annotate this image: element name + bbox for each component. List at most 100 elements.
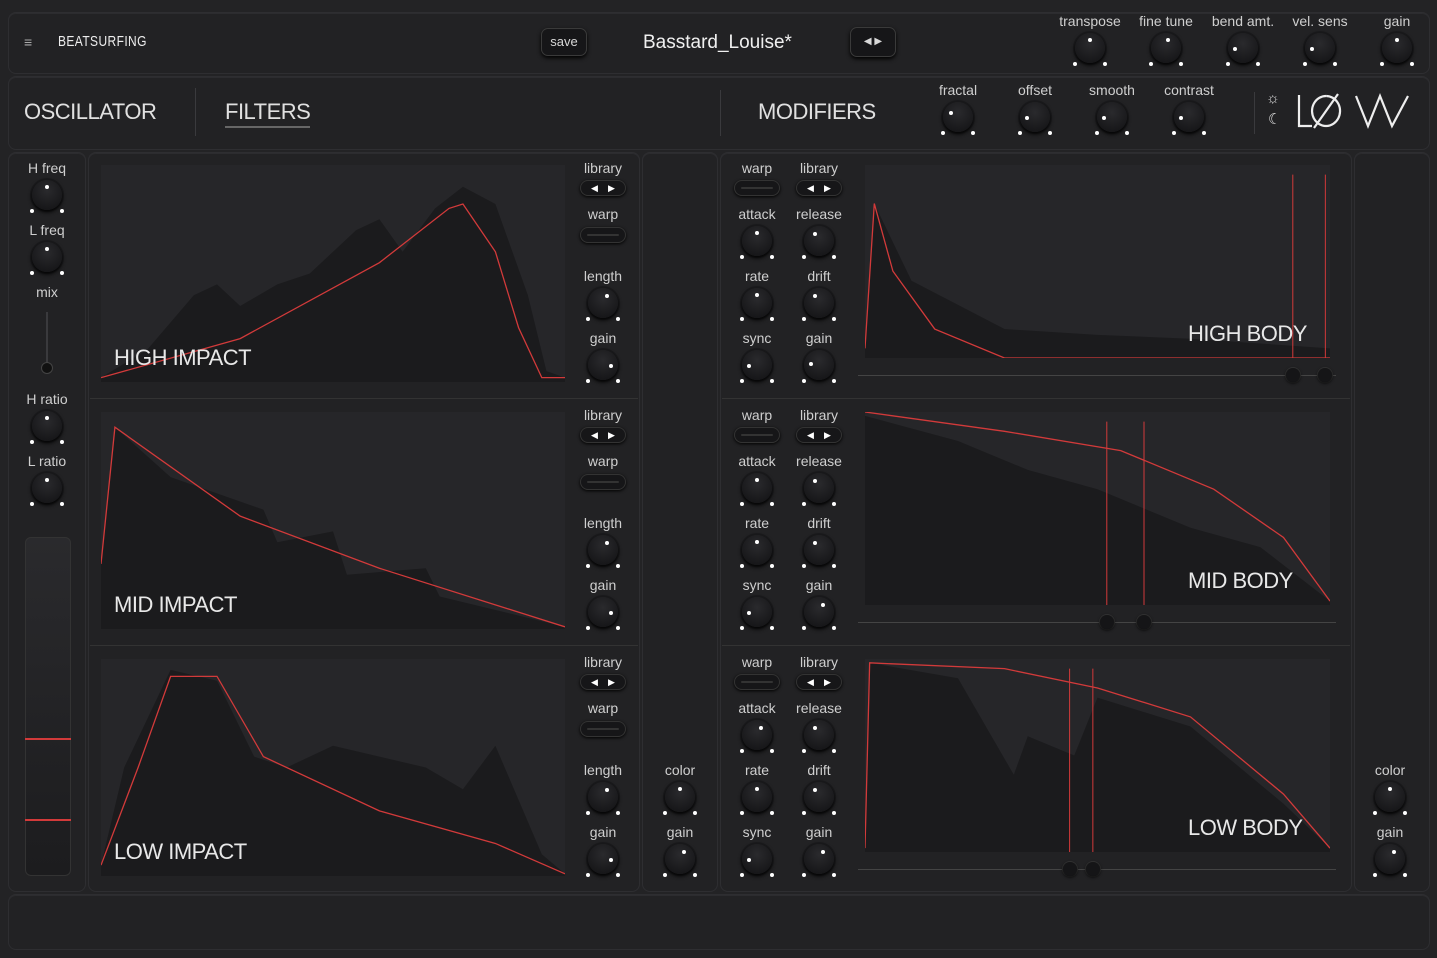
gain-knob[interactable] [802,350,836,383]
knob-label: release [796,700,842,716]
left-knob-1[interactable] [30,242,64,275]
header-knob-4[interactable] [1380,33,1414,66]
impact-graph[interactable] [101,165,565,382]
tab-modifiers[interactable]: MODIFIERS [758,99,876,124]
body-graph[interactable] [865,659,1330,852]
menu-icon[interactable]: ≡ [24,34,33,50]
length-knob[interactable] [586,288,620,321]
library-nav-button[interactable]: ◀ ▶ [796,180,842,196]
left-knob-0[interactable] [30,180,64,213]
body-graph[interactable] [865,412,1330,605]
header-knob-2[interactable] [1226,33,1260,66]
knob-label: gain [805,577,833,593]
release-knob[interactable] [802,720,836,753]
knob-tick [60,271,64,275]
modifier-knob-3[interactable] [1172,102,1206,135]
library-nav-button[interactable]: ◀ ▶ [580,180,626,196]
moon-icon[interactable]: ☾ [1268,111,1282,128]
body-gain-knob[interactable] [1373,844,1407,877]
level-marker[interactable] [25,819,71,821]
modifier-knob-1[interactable] [1018,102,1052,135]
tab-oscillator[interactable]: OSCILLATOR [24,99,157,124]
range-slider-track[interactable] [858,622,1336,623]
rate-knob[interactable] [740,535,774,568]
left-knob-3[interactable] [30,473,64,506]
library-nav-button[interactable]: ◀ ▶ [580,427,626,443]
warp-button[interactable] [580,227,626,243]
preset-nav-button[interactable]: ◀ ▶ [850,27,896,57]
impact-output [642,152,718,892]
body-color-knob[interactable] [1373,782,1407,815]
gain-knob[interactable] [802,597,836,630]
gain-knob[interactable] [586,350,620,383]
knob-label: warp [587,206,619,222]
tab-filters[interactable]: FILTERS [225,99,311,128]
length-knob[interactable] [586,782,620,815]
release-knob[interactable] [802,226,836,259]
rate-knob[interactable] [740,782,774,815]
save-button[interactable]: save [541,28,587,56]
sun-icon[interactable]: ☼ [1266,90,1280,107]
warp-button[interactable] [734,427,780,443]
warp-button[interactable] [734,674,780,690]
knob-indicator [1179,115,1184,120]
knob-tick [740,379,744,383]
header-knob-0[interactable] [1073,33,1107,66]
knob-label: rate [744,762,770,778]
knob-label: smooth [1089,82,1135,98]
preset-name[interactable]: Basstard_Louise* [643,32,792,53]
knob-indicator [755,787,759,791]
knob-tick [1256,62,1260,66]
knob-indicator [747,363,752,368]
range-slider-handle[interactable] [1099,615,1114,629]
range-slider-handle[interactable] [1085,862,1100,876]
knob-label: fractal [938,82,978,98]
body-graph[interactable] [865,165,1330,358]
range-slider-track[interactable] [858,375,1336,376]
knob-tick [1303,62,1307,66]
mix-slider[interactable] [46,312,48,374]
header-knob-1[interactable] [1149,33,1183,66]
impact-gain-knob[interactable] [663,844,697,877]
range-slider-handle[interactable] [1285,368,1300,382]
gain-knob[interactable] [802,844,836,877]
left-knob-2[interactable] [30,411,64,444]
modifier-knob-0[interactable] [941,102,975,135]
length-knob[interactable] [586,535,620,568]
warp-button[interactable] [580,721,626,737]
knob-tick [770,255,774,259]
drift-knob[interactable] [802,288,836,321]
library-nav-button[interactable]: ◀ ▶ [796,674,842,690]
attack-knob[interactable] [740,226,774,259]
knob-label: fine tune [1139,13,1193,29]
release-knob[interactable] [802,473,836,506]
library-nav-button[interactable]: ◀ ▶ [796,427,842,443]
sync-knob[interactable] [740,597,774,630]
mix-slider-handle[interactable] [42,362,52,373]
range-slider-handle[interactable] [1062,862,1077,876]
impact-graph[interactable] [101,659,565,876]
range-slider-handle[interactable] [1318,368,1333,382]
warp-button[interactable] [580,474,626,490]
modifier-knob-2[interactable] [1095,102,1129,135]
gain-knob[interactable] [586,597,620,630]
rate-knob[interactable] [740,288,774,321]
library-nav-button[interactable]: ◀ ▶ [580,674,626,690]
sync-knob[interactable] [740,844,774,877]
header-knob-3[interactable] [1303,33,1337,66]
drift-knob[interactable] [802,782,836,815]
impact-graph[interactable] [101,412,565,629]
knob-tick [1179,62,1183,66]
gain-knob[interactable] [586,844,620,877]
knob-label: gain [1376,824,1404,840]
warp-button[interactable] [734,180,780,196]
knob-tick [941,131,945,135]
drift-knob[interactable] [802,535,836,568]
attack-knob[interactable] [740,473,774,506]
level-marker[interactable] [25,738,71,740]
impact-color-knob[interactable] [663,782,697,815]
knob-tick [616,811,620,815]
attack-knob[interactable] [740,720,774,753]
range-slider-handle[interactable] [1137,615,1151,629]
sync-knob[interactable] [740,350,774,383]
